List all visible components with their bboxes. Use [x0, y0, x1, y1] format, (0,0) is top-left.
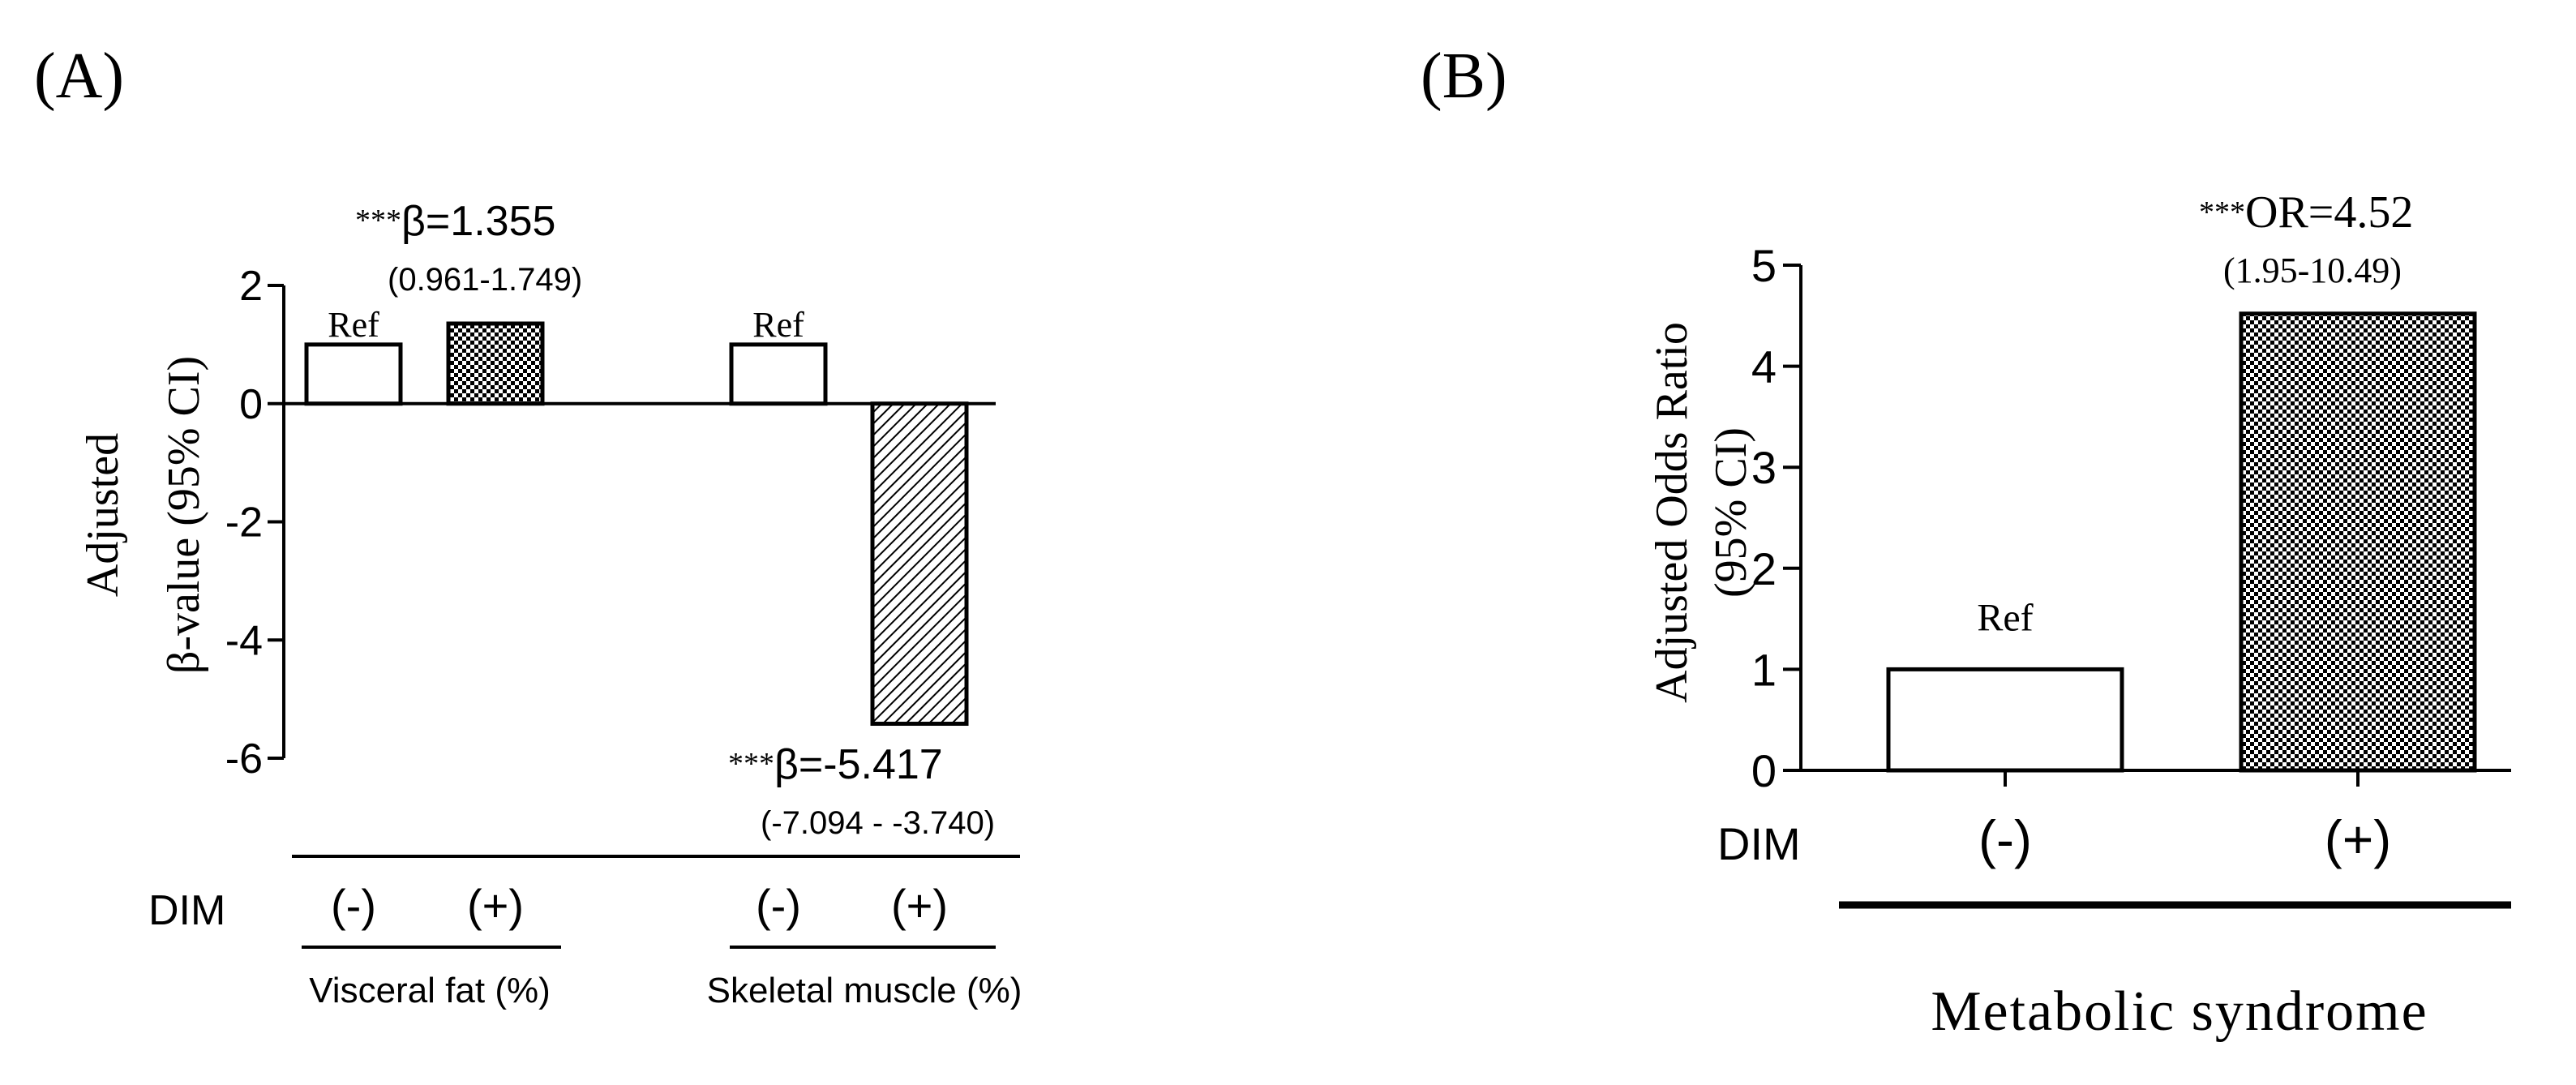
panel-a-group-label: Visceral fat (%) — [309, 971, 551, 1010]
panel-a-bar — [304, 342, 403, 406]
panel-a-annotation-sm-stars: *** — [728, 747, 774, 781]
panel-a-annotation-vf-ci: (0.961-1.749) — [388, 262, 582, 298]
panel-a-bar-label: Ref — [752, 305, 804, 345]
panel-a-category-label: (+) — [467, 880, 524, 931]
panel-a-y-tick-label: 0 — [239, 381, 263, 428]
panel-a-category-labels: (-) (+) (-) (+) — [331, 880, 948, 931]
panel-b-y-tick-label: 1 — [1751, 644, 1777, 695]
panel-b-category-label: (+) — [2325, 809, 2392, 869]
panel-a-annotation-sm: ***β=-5.417 — [728, 741, 943, 788]
panel-b-dim-label: DIM — [1717, 818, 1801, 869]
panel-a-annotation-vf-stars: *** — [355, 204, 401, 238]
panel-a-group-label: Skeletal muscle (%) — [707, 971, 1022, 1010]
panel-a-y-tick-label: -2 — [225, 500, 263, 547]
panel-b-annotation-stars: *** — [2199, 195, 2245, 229]
panel-b-annotation-text: OR=4.52 — [2245, 187, 2413, 238]
panel-a-category-label: (+) — [891, 880, 948, 931]
panel-b-category-labels: (-) (+) — [1978, 809, 2391, 869]
panel-a-ylabel-line2: β-value (95% CI) — [159, 356, 209, 674]
panel-a-bars: Ref Ref — [304, 305, 969, 727]
panel-b-y-axis: 5 4 3 2 1 0 — [1751, 240, 2511, 796]
panel-a-bar — [446, 321, 545, 406]
panel-a-ylabel-line1: Adjusted — [78, 433, 128, 597]
panel-b-bars: Ref — [1886, 311, 2477, 787]
panel-b-y-tick-label: 4 — [1751, 341, 1777, 392]
panel-b: (B) Adjusted Odds Ratio (95% CI) 543210 … — [1421, 41, 2511, 1043]
panel-b-bar-label: Ref — [1977, 596, 2033, 639]
panel-b-y-tick-label: 2 — [1751, 543, 1777, 594]
panel-b-bar — [1886, 667, 2124, 773]
panel-b-y-tick-label: 3 — [1751, 442, 1777, 493]
panel-a-group-labels: Visceral fat (%) Skeletal muscle (%) — [302, 946, 1022, 1010]
panel-a-label: (A) — [34, 41, 124, 112]
panel-b-group-label: Metabolic syndrome — [1931, 980, 2428, 1043]
panel-b-ylabel-line1: Adjusted Odds Ratio — [1647, 322, 1697, 703]
panel-b-annotation: ***OR=4.52 — [2199, 187, 2413, 238]
panel-a-bar — [870, 401, 969, 727]
panel-a-annotation-vf: ***β=1.355 — [355, 198, 555, 245]
panel-b-category-label: (-) — [1978, 809, 2032, 869]
panel-a-category-label: (-) — [331, 880, 376, 931]
panel-a: (A) Adjusted β-value (95% CI) 2 0 -2 -4 -6 R… — [34, 41, 1022, 1010]
panel-a-annotation-sm-text: β=-5.417 — [774, 741, 943, 788]
panel-a-y-tick-label: -6 — [225, 735, 263, 783]
panel-b-bar — [2239, 311, 2477, 773]
panel-b-y-tick-label: 0 — [1751, 745, 1777, 796]
panel-b-y-tick-label: 5 — [1751, 240, 1777, 291]
panel-a-bar — [729, 342, 828, 406]
panel-a-dim-label: DIM — [148, 887, 225, 934]
panel-a-y-tick-label: 2 — [239, 263, 263, 310]
panel-a-y-tick-label: -4 — [225, 617, 263, 664]
panel-a-annotation-vf-text: β=1.355 — [401, 198, 555, 245]
panel-a-annotation-sm-ci: (-7.094 - -3.740) — [761, 805, 995, 841]
panel-b-ylabel-line2: (95% CI) — [1706, 427, 1756, 598]
panel-a-bar-label: Ref — [328, 305, 379, 345]
panel-b-annotation-ci: (1.95-10.49) — [2223, 251, 2402, 290]
panel-b-label: (B) — [1421, 41, 1507, 112]
panel-a-category-label: (-) — [756, 880, 801, 931]
